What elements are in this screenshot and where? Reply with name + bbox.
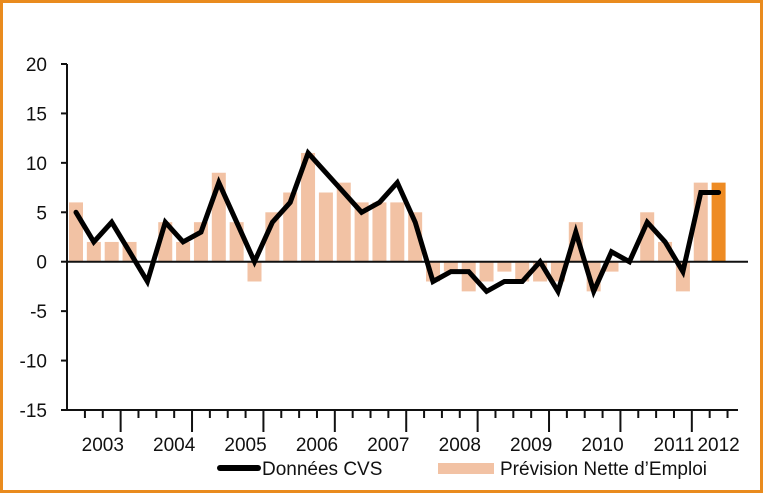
bar-2: [104, 241, 119, 262]
x-tick-label: 2009: [510, 435, 552, 456]
bar-19: [408, 212, 423, 262]
x-tick-label: 2010: [581, 435, 623, 456]
labels-layer: 20 15 10 5 0 -5 -10 -15 2003 2004 2005 2006 2007 2008…: [20, 55, 740, 456]
legend: Données CVS Prévision Nette d’Emploi: [217, 459, 707, 480]
y-tick-label: 20: [26, 55, 47, 76]
legend-swatch-prevision-nette: [438, 463, 494, 474]
bar-23: [479, 261, 494, 282]
y-tick-label: -10: [20, 352, 47, 373]
y-tick-label: 0: [36, 253, 47, 274]
bar-13: [301, 152, 316, 262]
x-tick-label: 2004: [153, 435, 196, 456]
bar-21: [443, 261, 458, 272]
x-tick-label: 2006: [296, 435, 338, 456]
employment-outlook-chart: 20 15 10 5 0 -5 -10 -15 2003 2004 2005 2006 2007 2008…: [20, 55, 748, 480]
x-tick-label: 2007: [367, 435, 409, 456]
x-tick-label: 2012: [697, 435, 739, 456]
x-tick-label: 2005: [224, 435, 266, 456]
bar-30: [604, 261, 619, 272]
x-tick-label: 2003: [82, 435, 124, 456]
bar-16: [354, 202, 369, 262]
y-tick-label: 10: [26, 154, 47, 175]
x-tick-label: 2008: [439, 435, 481, 456]
bar-1: [86, 241, 101, 262]
line-layer: [73, 148, 722, 299]
y-tick-label: -5: [30, 302, 47, 323]
bar-14: [318, 192, 333, 262]
x-tick-label: 2011: [654, 435, 695, 456]
bar-15: [336, 182, 351, 262]
bar-10: [247, 261, 262, 282]
y-tick-label: -15: [20, 401, 47, 422]
y-tick-label: 15: [26, 104, 47, 125]
bar-17: [372, 202, 387, 262]
bar-18: [390, 202, 405, 262]
axes-layer: [61, 63, 748, 432]
bar-24: [497, 261, 512, 272]
legend-label-prevision-nette: Prévision Nette d’Emploi: [500, 459, 707, 480]
bar-6: [176, 241, 191, 262]
y-tick-label: 5: [36, 203, 47, 224]
bar-36: [711, 182, 726, 262]
legend-label-donnees-cvs: Données CVS: [262, 459, 382, 480]
